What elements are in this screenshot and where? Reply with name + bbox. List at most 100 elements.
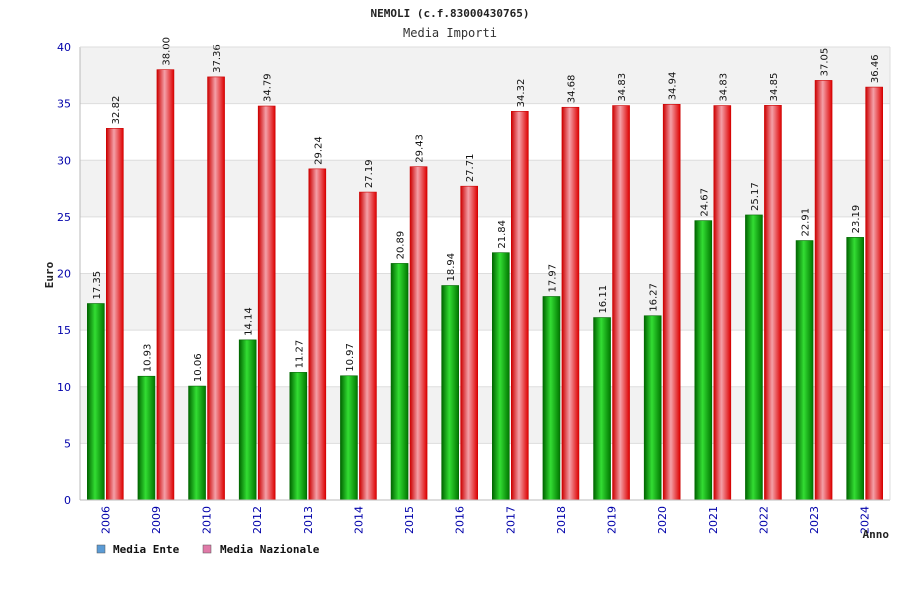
x-tick-label: 2009	[150, 506, 163, 534]
bar-media-nazionale	[460, 185, 478, 501]
x-tick-label: 2016	[454, 506, 467, 534]
legend: Media Ente Media Nazionale	[96, 543, 320, 556]
data-label-media-nazionale: 27.71	[465, 154, 476, 183]
bar-media-ente	[87, 303, 105, 501]
bar-media-nazionale	[511, 111, 529, 501]
data-label-media-ente: 14.14	[244, 307, 255, 336]
data-label-media-ente: 17.97	[547, 264, 558, 293]
bar-media-ente	[289, 372, 308, 501]
legend-swatch-nazionale	[202, 544, 212, 554]
bar-media-ente	[492, 252, 510, 501]
x-tick-label: 2021	[707, 506, 720, 534]
bar-media-nazionale	[106, 128, 124, 501]
bar-media-ente	[643, 315, 662, 501]
bar-media-nazionale	[814, 80, 833, 501]
bar-media-ente	[390, 263, 409, 501]
x-tick-labels: 2006 2009 2010 2012 2013 2014 2015 2016 2017 2018…	[99, 506, 871, 534]
bar-media-ente	[846, 237, 864, 501]
bar-media-ente	[694, 220, 713, 501]
bar-media-ente	[795, 240, 814, 501]
data-label-media-ente: 24.67	[699, 188, 710, 217]
data-label-media-ente: 20.89	[396, 231, 407, 260]
x-tick-label: 2022	[757, 506, 770, 534]
data-label-media-ente: 18.94	[446, 253, 457, 282]
legend-swatch-ente	[96, 544, 106, 554]
bar-media-nazionale	[764, 105, 782, 501]
bar-media-ente	[745, 214, 763, 501]
data-label-media-nazionale: 34.32	[516, 79, 527, 108]
data-label-media-nazionale: 32.82	[111, 96, 122, 125]
data-label-media-ente: 11.27	[294, 340, 305, 369]
bar-media-nazionale	[156, 69, 175, 501]
data-label-media-ente: 10.97	[345, 343, 356, 372]
x-tick-label: 2024	[859, 506, 872, 534]
y-tick-label: 0	[64, 494, 71, 507]
x-tick-label: 2014	[352, 506, 365, 534]
bar-media-nazionale	[207, 76, 225, 501]
x-tick-label: 2019	[606, 506, 619, 534]
chart-subtitle: Media Importi	[403, 26, 497, 40]
data-label-media-nazionale: 34.83	[617, 73, 628, 102]
legend-label-ente: Media Ente	[113, 543, 180, 556]
data-label-media-ente: 17.35	[92, 271, 103, 300]
bar-media-ente	[340, 375, 358, 501]
y-tick-labels: 0 5 10 15 20 25 30 35 40	[57, 41, 71, 507]
data-label-media-nazionale: 29.24	[313, 136, 324, 165]
bar-value-labels: 17.35 32.82 10.93 38.00 10.06 37.36 14.14 34.79…	[92, 37, 881, 382]
x-tick-label: 2012	[251, 506, 264, 534]
data-label-media-ente: 10.93	[142, 344, 153, 373]
bar-media-ente	[137, 375, 156, 501]
chart-title: NEMOLI (c.f.83000430765)	[371, 7, 530, 20]
data-label-media-nazionale: 36.46	[870, 54, 881, 83]
bar-media-ente	[593, 317, 611, 501]
x-tick-label: 2017	[504, 506, 517, 534]
bar-media-ente	[441, 285, 459, 501]
data-label-media-ente: 16.11	[598, 285, 609, 314]
bar-media-ente	[188, 385, 206, 501]
data-label-media-nazionale: 34.83	[718, 73, 729, 102]
data-label-media-ente: 25.17	[750, 182, 761, 211]
y-tick-label: 40	[57, 41, 71, 54]
x-tick-label: 2013	[302, 506, 315, 534]
bar-media-nazionale	[865, 86, 883, 501]
x-tick-label: 2020	[656, 506, 669, 534]
data-label-media-nazionale: 37.05	[820, 48, 831, 77]
bar-media-nazionale	[713, 105, 732, 501]
legend-label-nazionale: Media Nazionale	[220, 543, 320, 556]
x-axis-label: Anno	[863, 528, 890, 541]
bar-media-nazionale	[409, 166, 428, 501]
bar-media-nazionale	[662, 104, 681, 501]
data-label-media-nazionale: 34.85	[769, 73, 780, 102]
bar-media-nazionale	[308, 168, 327, 501]
x-tick-label: 2010	[201, 506, 214, 534]
y-tick-label: 35	[57, 98, 71, 111]
data-label-media-nazionale: 34.94	[668, 72, 679, 101]
data-label-media-nazionale: 34.79	[263, 73, 274, 102]
data-label-media-nazionale: 34.68	[566, 75, 577, 104]
data-label-media-nazionale: 29.43	[415, 134, 426, 163]
bar-media-nazionale	[257, 105, 276, 501]
y-tick-label: 5	[64, 437, 71, 450]
data-label-media-nazionale: 38.00	[161, 37, 172, 66]
data-label-media-ente: 22.91	[801, 208, 812, 237]
data-label-media-ente: 23.19	[851, 205, 862, 234]
x-tick-label: 2015	[403, 506, 416, 534]
data-label-media-ente: 21.84	[497, 220, 508, 249]
data-label-media-nazionale: 37.36	[212, 44, 223, 73]
y-tick-label: 25	[57, 211, 71, 224]
bar-media-ente	[238, 339, 257, 501]
y-axis-label: Euro	[43, 261, 56, 288]
bar-media-nazionale	[359, 191, 377, 501]
axes	[79, 46, 891, 501]
y-tick-label: 20	[57, 268, 71, 281]
y-tick-label: 10	[57, 381, 71, 394]
bar-media-ente	[542, 296, 561, 501]
data-label-media-nazionale: 27.19	[364, 159, 375, 188]
y-tick-label: 15	[57, 324, 71, 337]
bar-media-nazionale	[561, 106, 580, 501]
x-tick-label: 2006	[99, 506, 112, 534]
x-tick-label: 2018	[555, 506, 568, 534]
x-tick-label: 2023	[808, 506, 821, 534]
data-label-media-ente: 16.27	[649, 283, 660, 312]
